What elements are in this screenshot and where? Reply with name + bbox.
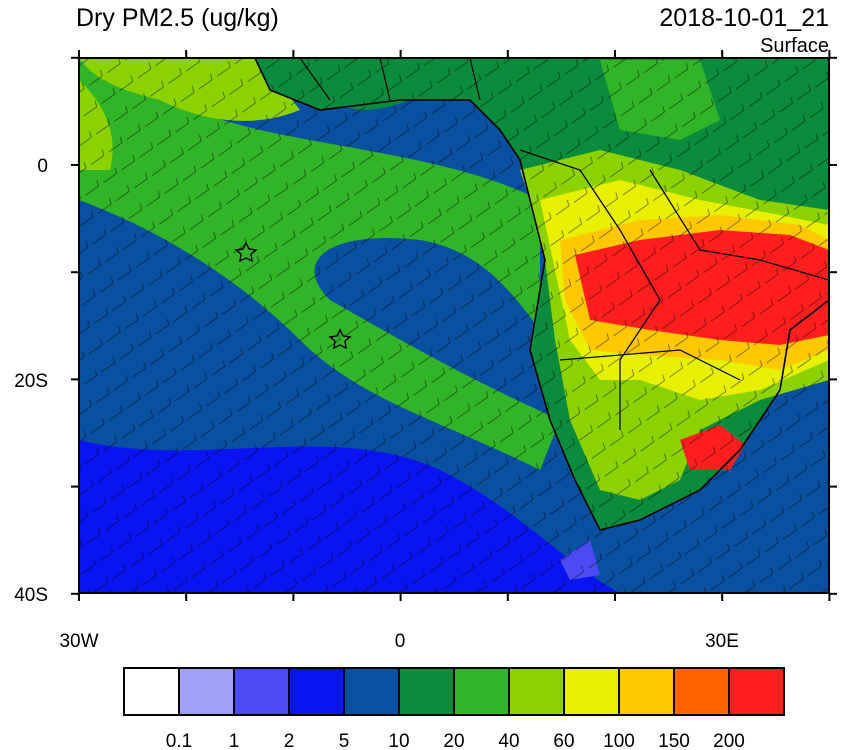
title: Dry PM2.5 (ug/kg) xyxy=(76,4,279,32)
level: Surface xyxy=(760,35,829,57)
colorbar-label: 200 xyxy=(713,731,745,750)
colorbar-label: 5 xyxy=(339,731,350,750)
map-axes: 0 20S 40S 30W 0 30E xyxy=(14,50,837,652)
lat-label: 20S xyxy=(14,371,48,392)
lat-label: 0 xyxy=(37,156,48,177)
map-field xyxy=(79,58,829,593)
colorbar-box xyxy=(288,667,345,716)
colorbar-box xyxy=(233,667,290,716)
colorbar: 0.1 1 2 5 10 20 40 60 100 150 200 xyxy=(123,667,785,750)
lon-label: 0 xyxy=(395,631,406,652)
colorbar-label: 10 xyxy=(388,731,409,750)
colorbar-label: 150 xyxy=(658,731,690,750)
colorbar-box xyxy=(453,667,510,716)
colorbar-box xyxy=(563,667,620,716)
timestamp: 2018-10-01_21 xyxy=(659,4,829,32)
colorbar-label: 1 xyxy=(229,731,240,750)
colorbar-label: 20 xyxy=(443,731,464,750)
map-frame xyxy=(78,57,830,594)
colorbar-box xyxy=(343,667,400,716)
colorbar-box xyxy=(398,667,455,716)
colorbar-box xyxy=(123,667,180,716)
colorbar-box xyxy=(178,667,235,716)
lon-label: 30E xyxy=(705,631,739,652)
colorbar-label: 40 xyxy=(498,731,519,750)
lat-label: 40S xyxy=(14,585,48,606)
colorbar-box xyxy=(673,667,730,716)
colorbar-box xyxy=(728,667,785,716)
colorbar-box xyxy=(618,667,675,716)
colorbar-label: 2 xyxy=(284,731,295,750)
colorbar-label: 0.1 xyxy=(166,731,192,750)
colorbar-label: 100 xyxy=(603,731,635,750)
colorbar-box xyxy=(508,667,565,716)
lon-label: 30W xyxy=(59,631,98,652)
colorbar-label: 60 xyxy=(553,731,574,750)
